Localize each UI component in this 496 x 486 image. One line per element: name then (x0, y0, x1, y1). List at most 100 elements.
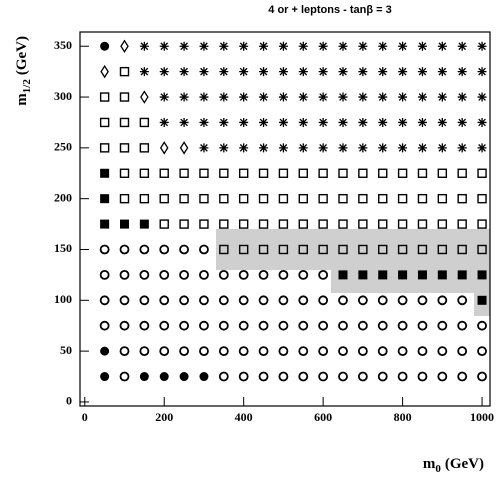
asterisk-marker (239, 41, 249, 51)
open-square-marker (179, 193, 189, 204)
open-square-marker (378, 168, 388, 178)
asterisk-marker (159, 117, 169, 127)
open-circle-marker (377, 371, 388, 382)
asterisk-marker (378, 92, 388, 102)
asterisk-marker (398, 92, 408, 102)
open-circle-marker (119, 269, 130, 280)
open-circle-marker (357, 346, 368, 357)
asterisk-marker (457, 92, 467, 102)
asterisk-marker (318, 67, 328, 77)
asterisk-marker (378, 117, 388, 127)
asterisk-marker (417, 41, 427, 51)
open-circle-marker (338, 295, 348, 306)
asterisk-marker (219, 67, 229, 77)
open-square-marker (298, 219, 308, 229)
open-square-marker (99, 117, 110, 128)
open-square-marker (298, 244, 308, 255)
asterisk-marker (437, 67, 447, 77)
open-square-marker (159, 168, 169, 178)
open-circle-marker (119, 295, 130, 306)
open-square-marker (219, 168, 229, 178)
asterisk-marker (278, 67, 288, 77)
filled-square-marker (119, 219, 129, 229)
diamond-marker (179, 141, 189, 155)
diamond-marker (140, 90, 149, 104)
open-circle-marker (218, 295, 229, 306)
diamond-marker (120, 39, 129, 53)
open-circle-marker (318, 269, 329, 280)
open-square-marker (477, 219, 487, 229)
open-circle-marker (437, 346, 448, 357)
asterisk-marker (358, 117, 368, 127)
filled-square-marker (477, 295, 487, 305)
y-label-main: m (14, 93, 30, 106)
filled-circle-marker (179, 372, 189, 382)
open-square-marker (378, 193, 388, 204)
open-circle-marker (477, 346, 487, 357)
asterisk-marker (437, 143, 447, 153)
asterisk-marker (219, 143, 229, 153)
open-circle-marker (278, 295, 289, 306)
asterisk-marker (219, 117, 229, 127)
open-circle-marker (218, 346, 229, 357)
open-square-marker (358, 244, 368, 255)
asterisk-marker (417, 92, 427, 102)
open-square-marker (258, 193, 269, 204)
asterisk-marker (278, 41, 288, 51)
filled-square-marker (457, 270, 467, 280)
open-square-marker (457, 244, 467, 255)
x-tick-label: 0 (82, 410, 88, 424)
open-circle-marker (99, 244, 110, 255)
open-square-marker (179, 219, 189, 229)
asterisk-marker (338, 143, 348, 153)
open-circle-marker (437, 320, 448, 331)
asterisk-marker (278, 117, 288, 127)
open-circle-marker (298, 295, 309, 306)
open-square-marker (378, 219, 388, 229)
open-square-marker (199, 193, 209, 204)
open-circle-marker (457, 295, 468, 306)
open-circle-marker (139, 320, 150, 331)
asterisk-marker (457, 143, 467, 153)
y-tick-label: 100 (54, 292, 72, 306)
filled-circle-marker (139, 372, 149, 382)
open-circle-marker (318, 320, 329, 331)
asterisk-marker (239, 92, 249, 102)
open-circle-marker (238, 295, 249, 306)
open-square-marker (199, 219, 209, 229)
open-square-marker (457, 168, 467, 178)
asterisk-marker (318, 117, 328, 127)
asterisk-marker (338, 67, 348, 77)
open-circle-marker (119, 371, 130, 382)
filled-square-marker (100, 168, 110, 178)
asterisk-marker (338, 41, 348, 51)
open-square-marker (338, 219, 348, 229)
open-circle-marker (318, 295, 329, 306)
x-tick-label: 200 (155, 410, 173, 424)
open-square-marker (219, 193, 229, 204)
open-square-marker (358, 193, 368, 204)
open-square-marker (437, 244, 448, 255)
open-circle-marker (357, 295, 368, 306)
open-circle-marker (99, 269, 110, 280)
asterisk-marker (378, 67, 388, 77)
y-tick-label: 300 (54, 89, 72, 103)
open-square-marker (477, 244, 487, 255)
asterisk-marker (358, 92, 368, 102)
asterisk-marker (298, 117, 308, 127)
chart-title: 4 or + leptons - tanβ = 3 (268, 4, 391, 16)
asterisk-marker (259, 92, 269, 102)
open-circle-marker (417, 371, 428, 382)
filled-square-marker (100, 219, 110, 229)
open-square-marker (437, 193, 448, 204)
open-circle-marker (477, 320, 487, 331)
open-square-marker (338, 193, 348, 204)
open-circle-marker (338, 371, 348, 382)
asterisk-marker (477, 117, 487, 127)
open-square-marker (417, 168, 428, 178)
open-square-marker (238, 219, 249, 229)
asterisk-marker (239, 67, 249, 77)
open-square-marker (318, 193, 328, 204)
x-label-main: m (423, 456, 436, 472)
